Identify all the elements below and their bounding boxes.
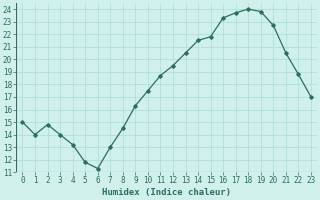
X-axis label: Humidex (Indice chaleur): Humidex (Indice chaleur) (102, 188, 231, 197)
